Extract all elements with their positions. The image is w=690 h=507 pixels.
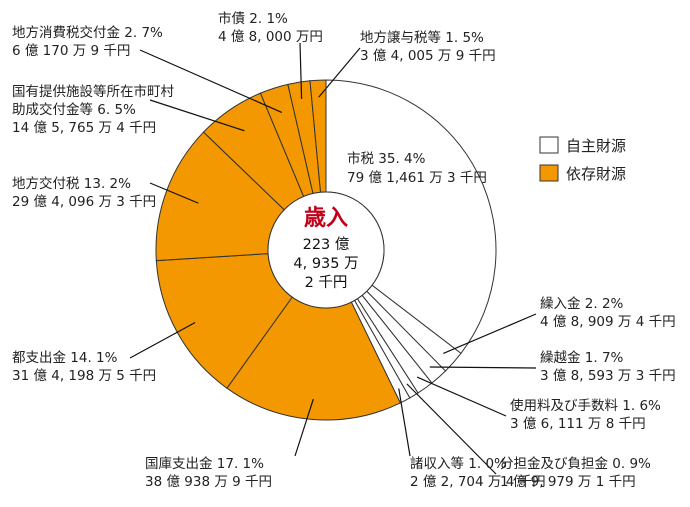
leader-line-1 — [443, 313, 537, 354]
center-line-1: 223 億 — [303, 236, 350, 253]
slice-label-6: 国庫支出金 17. 1% — [145, 456, 264, 472]
slice-amount-10: 6 億 170 万 9 千円 — [12, 43, 130, 59]
leader-line-6 — [294, 398, 314, 457]
slice-amount-12: 3 億 4, 005 万 9 千円 — [360, 48, 496, 64]
legend-label-own-revenue: 自主財源 — [566, 137, 626, 155]
slice-label-7: 都支出金 14. 1% — [12, 350, 118, 366]
slice-label-10: 地方消費税交付金 2. 7% — [12, 24, 163, 41]
legend-swatch-own-revenue — [539, 136, 559, 154]
slice-amount-5: 2 億 2, 704 万 4 千円 — [410, 474, 546, 490]
slice-label-8: 地方交付税 13. 2% — [12, 175, 131, 192]
center-line-2: 4, 935 万 — [293, 256, 358, 272]
slice-label-2: 繰越金 1. 7% — [540, 350, 624, 366]
center-label: 歳入 223 億 4, 935 万 2 千円 — [293, 206, 358, 291]
slice-label-4: 分担金及び負担金 0. 9% — [500, 456, 651, 472]
slice-amount-9: 14 億 5, 765 万 4 千円 — [12, 120, 156, 136]
leader-line-4 — [406, 383, 497, 475]
slice-label-9-a: 国有提供施設等所在市町村 — [12, 83, 174, 100]
slice-amount-3: 3 億 6, 111 万 8 千円 — [510, 416, 646, 432]
slice-amount-0: 79 億 1,461 万 3 千円 — [347, 170, 487, 186]
leader-line-7 — [129, 321, 196, 359]
leader-line-5 — [398, 388, 411, 457]
leader-line-10 — [139, 49, 283, 113]
center-title: 歳入 — [304, 206, 348, 231]
slice-amount-1: 4 億 8, 909 万 4 千円 — [540, 314, 676, 330]
slice-amount-4: 1 億 9, 979 万 1 千円 — [500, 474, 636, 490]
slice-label-1: 繰入金 2. 2% — [540, 296, 624, 312]
leader-lines-group — [129, 42, 537, 475]
leader-line-3 — [416, 376, 507, 417]
slice-label-3: 使用料及び手数料 1. 6% — [510, 397, 661, 414]
slice-label-11: 市債 2. 1% — [218, 10, 288, 27]
legend-label-dependent-revenue: 依存財源 — [566, 165, 626, 183]
slice-amount-8: 29 億 4, 096 万 3 千円 — [12, 194, 156, 210]
slice-label-9-b: 助成交付金等 6. 5% — [12, 101, 136, 118]
slice-label-12: 地方譲与税等 1. 5% — [360, 29, 484, 46]
slice-label-0: 市税 35. 4% — [347, 150, 426, 167]
donut-hole — [267, 191, 385, 309]
slice-amount-7: 31 億 4, 198 万 5 千円 — [12, 368, 156, 384]
leader-line-2 — [429, 366, 537, 369]
leader-line-8 — [149, 182, 199, 204]
slice-amount-6: 38 億 938 万 9 千円 — [145, 474, 272, 490]
slice-label-5: 諸収入等 1. 0% — [410, 455, 507, 472]
center-line-3: 2 千円 — [305, 274, 348, 291]
leader-line-12 — [318, 47, 361, 98]
slices-group — [155, 79, 497, 421]
slice-amount-11: 4 億 8, 000 万円 — [218, 29, 323, 45]
legend: 自主財源 依存財源 — [539, 136, 626, 183]
leader-line-11 — [299, 42, 303, 99]
slice-amount-2: 3 億 8, 593 万 3 千円 — [540, 368, 676, 384]
legend-swatch-dependent-revenue — [539, 164, 559, 182]
leader-line-9 — [149, 99, 245, 132]
